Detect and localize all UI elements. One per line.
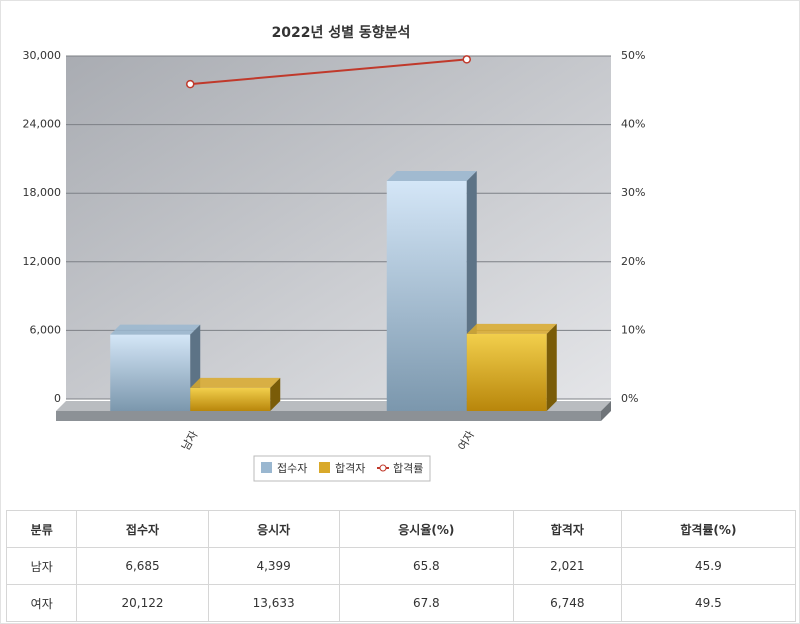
table-cell: 4,399	[207, 547, 340, 585]
floor-front	[56, 411, 601, 421]
chart: 2022년 성별 동향분석 0 6,000 12,000 18,000 24,000 30…	[23, 24, 645, 482]
line-point	[462, 55, 471, 64]
legend-label: 합격자	[335, 462, 365, 475]
table-cell: 20,122	[76, 584, 209, 622]
legend-swatch	[261, 462, 272, 473]
legend-swatch	[319, 462, 330, 473]
x-tick-label: 여자	[456, 429, 477, 453]
chart-title: 2022년 성별 동향분석	[272, 24, 411, 41]
bar	[466, 333, 547, 411]
table-cell: 6,685	[76, 547, 209, 585]
table-header: 분류	[5, 510, 78, 548]
bar-top	[190, 377, 281, 388]
bar	[110, 334, 191, 411]
y2-tick-label: 0%	[621, 392, 638, 405]
y-tick-label: 0	[54, 392, 61, 405]
bar-top	[386, 170, 477, 181]
table-row: 남자 6,685 4,399 65.8 2,021 45.9	[5, 547, 797, 585]
y-tick-label: 24,000	[23, 118, 62, 131]
bar-side	[546, 323, 557, 411]
legend-swatch	[379, 464, 387, 472]
table-cell: 45.9	[620, 547, 797, 585]
y2-tick-label: 40%	[621, 118, 645, 131]
bar	[190, 387, 271, 411]
table-header: 합격률(%)	[620, 510, 797, 548]
data-table: 분류 접수자 응시자 응시율(%) 합격자 합격률(%) 남자 6,685 4,399 65.8 2…	[5, 510, 797, 622]
table-header: 응시율(%)	[338, 510, 514, 548]
y-tick-label: 12,000	[23, 255, 62, 268]
y2-tick-label: 20%	[621, 255, 645, 268]
y2-tick-label: 50%	[621, 49, 645, 62]
y2-tick-label: 30%	[621, 186, 645, 199]
table-cell: 67.8	[338, 584, 514, 622]
legend-label: 합격률	[393, 462, 423, 475]
bar-top	[110, 324, 201, 335]
table-cell: 2,021	[512, 547, 622, 585]
table-row: 여자 20,122 13,633 67.8 6,748 49.5	[5, 584, 797, 622]
floor-side	[601, 401, 611, 421]
y-tick-label: 6,000	[30, 323, 62, 336]
legend-label: 접수자	[277, 462, 307, 475]
line-point	[186, 79, 195, 89]
table-cell: 65.8	[338, 547, 514, 585]
bar	[386, 180, 467, 411]
bar-top	[466, 323, 557, 334]
table-cell: 49.5	[620, 584, 797, 622]
legend	[253, 455, 431, 482]
y-tick-label: 30,000	[23, 49, 62, 62]
table-cell: 남자	[5, 547, 78, 585]
table-header: 응시자	[207, 510, 340, 548]
table-cell: 13,633	[207, 584, 340, 622]
y2-tick-label: 10%	[621, 323, 645, 336]
x-tick-label: 남자	[179, 429, 200, 453]
table-cell: 여자	[5, 584, 78, 622]
y-tick-label: 18,000	[23, 186, 62, 199]
table-header: 접수자	[76, 510, 209, 548]
table-cell: 6,748	[512, 584, 622, 622]
bar-side	[270, 377, 281, 411]
table-header: 합격자	[512, 510, 622, 548]
line	[190, 58, 467, 86]
